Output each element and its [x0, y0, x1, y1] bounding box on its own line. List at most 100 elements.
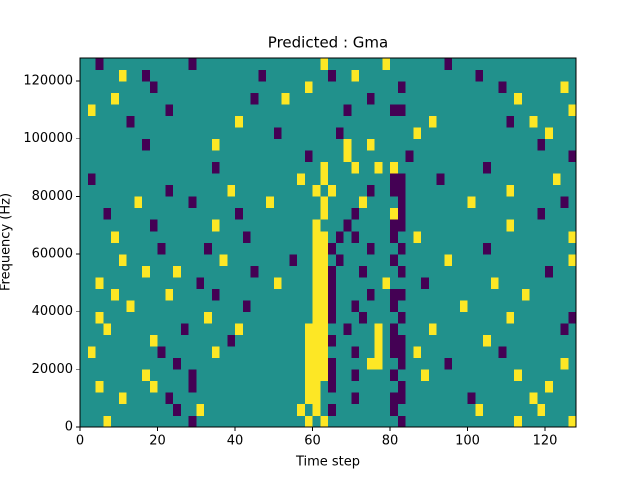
cell: [382, 392, 391, 405]
cell: [173, 369, 182, 382]
cell: [142, 311, 151, 324]
cell: [498, 184, 507, 197]
cell: [266, 334, 275, 347]
cell: [126, 380, 135, 393]
cell: [142, 346, 151, 359]
cell: [413, 254, 422, 266]
cell: [529, 392, 538, 405]
cell: [266, 277, 275, 289]
cell: [180, 242, 189, 255]
chart-title: Predicted : Gma: [268, 34, 388, 52]
cell: [483, 138, 492, 151]
cell: [273, 92, 282, 105]
cell: [157, 288, 166, 301]
cell: [514, 300, 523, 312]
cell: [343, 230, 352, 243]
cell: [397, 357, 406, 370]
cell: [359, 104, 368, 116]
cell: [250, 242, 259, 255]
x-tick-label: 60: [304, 434, 321, 449]
cell: [483, 150, 492, 163]
cell: [250, 369, 259, 382]
cell: [521, 300, 530, 312]
cell: [459, 150, 468, 163]
cell: [281, 415, 290, 428]
cell: [126, 184, 135, 197]
cell: [188, 92, 197, 105]
cell: [266, 392, 275, 405]
cell: [250, 184, 259, 197]
cell: [250, 92, 259, 105]
cell: [483, 207, 492, 220]
cell: [173, 265, 182, 278]
cell: [428, 380, 437, 393]
cell: [444, 115, 453, 128]
cell: [289, 92, 298, 105]
cell: [188, 392, 197, 405]
cell: [157, 392, 166, 405]
cell: [397, 161, 406, 174]
cell: [529, 254, 538, 266]
cell: [289, 104, 298, 116]
cell: [537, 277, 546, 289]
cell: [397, 311, 406, 324]
cell: [320, 92, 329, 105]
cell: [483, 392, 492, 405]
cell: [521, 369, 530, 382]
cell: [390, 115, 399, 128]
cell: [273, 403, 282, 416]
cell: [173, 219, 182, 232]
cell: [498, 265, 507, 278]
cell: [459, 230, 468, 243]
cell: [335, 173, 344, 186]
cell: [521, 207, 530, 220]
cell: [165, 115, 174, 128]
x-tick-label: 20: [149, 434, 166, 449]
cell: [204, 58, 213, 70]
cell: [421, 173, 430, 186]
cell: [351, 127, 360, 140]
cell: [552, 254, 561, 266]
cell: [405, 58, 414, 70]
cell: [475, 138, 484, 151]
cell: [405, 403, 414, 416]
cell: [498, 392, 507, 405]
cell: [521, 184, 530, 197]
cell: [258, 196, 267, 209]
cell: [545, 115, 554, 128]
cell: [452, 254, 461, 266]
cell: [413, 219, 422, 232]
cell: [266, 415, 275, 428]
cell: [467, 173, 476, 186]
cell: [149, 161, 158, 174]
cell: [219, 357, 228, 370]
cell: [111, 288, 120, 301]
cell: [436, 380, 445, 393]
cell: [568, 392, 577, 405]
cell: [142, 230, 151, 243]
cell: [142, 92, 151, 105]
cell: [196, 357, 205, 370]
cell: [421, 207, 430, 220]
cell: [289, 254, 298, 266]
cell: [204, 184, 213, 197]
cell: [227, 230, 236, 243]
cell: [366, 415, 375, 428]
cell: [103, 277, 112, 289]
cell: [382, 357, 391, 370]
cell: [219, 104, 228, 116]
cell: [297, 115, 306, 128]
cell: [328, 81, 337, 93]
cell: [103, 92, 112, 105]
cell: [421, 115, 430, 128]
cell: [103, 242, 112, 255]
cell: [428, 346, 437, 359]
cell: [498, 415, 507, 428]
cell: [266, 115, 275, 128]
cell: [374, 311, 383, 324]
cell: [444, 184, 453, 197]
cell: [490, 230, 499, 243]
cell: [165, 242, 174, 255]
cell: [297, 207, 306, 220]
cell: [397, 415, 406, 428]
